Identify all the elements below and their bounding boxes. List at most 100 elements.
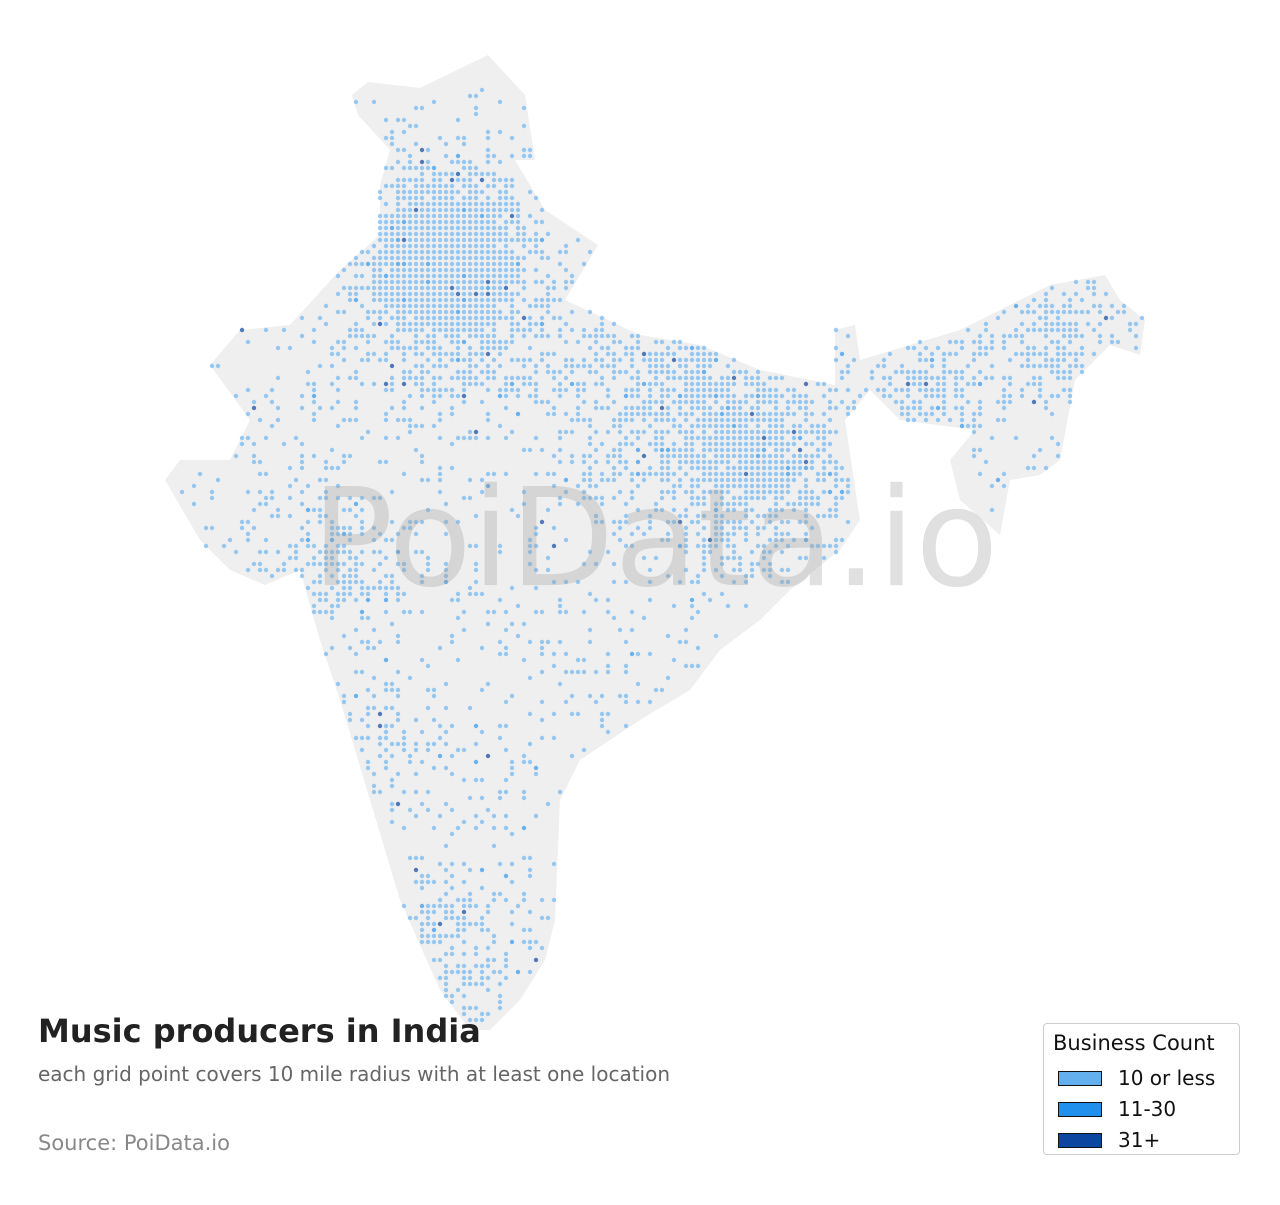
grid-point <box>539 351 545 357</box>
grid-point <box>899 369 905 375</box>
grid-point <box>677 477 683 483</box>
grid-point <box>629 405 635 411</box>
grid-point <box>467 429 473 435</box>
grid-point <box>401 741 407 747</box>
grid-point <box>341 417 347 423</box>
grid-point <box>431 909 437 915</box>
grid-point <box>479 729 485 735</box>
grid-point <box>605 663 611 669</box>
grid-point <box>335 591 341 597</box>
grid-point <box>611 477 617 483</box>
grid-point <box>329 363 335 369</box>
grid-point <box>269 513 275 519</box>
grid-point <box>419 243 425 249</box>
grid-point <box>665 453 671 459</box>
grid-point <box>1049 393 1055 399</box>
grid-point <box>581 459 587 465</box>
grid-point <box>1007 393 1013 399</box>
grid-point <box>461 609 467 615</box>
grid-point <box>461 225 467 231</box>
grid-point <box>695 399 701 405</box>
grid-point <box>467 195 473 201</box>
grid-point <box>551 663 557 669</box>
grid-point <box>665 345 671 351</box>
grid-point <box>989 507 995 513</box>
grid-point <box>485 609 491 615</box>
grid-point <box>719 381 725 387</box>
grid-point <box>755 399 761 405</box>
grid-point <box>707 441 713 447</box>
grid-point <box>377 585 383 591</box>
grid-point <box>485 483 491 489</box>
grid-point <box>377 753 383 759</box>
grid-point <box>377 279 383 285</box>
grid-point <box>1091 291 1097 297</box>
grid-point <box>611 561 617 567</box>
grid-point <box>497 969 503 975</box>
grid-point <box>791 399 797 405</box>
grid-point <box>455 339 461 345</box>
grid-point <box>887 381 893 387</box>
grid-point <box>491 267 497 273</box>
grid-point <box>767 513 773 519</box>
grid-point <box>545 333 551 339</box>
grid-point <box>437 237 443 243</box>
grid-point <box>611 333 617 339</box>
grid-point <box>491 297 497 303</box>
grid-point <box>1079 351 1085 357</box>
grid-point <box>431 303 437 309</box>
grid-point <box>605 711 611 717</box>
grid-point <box>941 405 947 411</box>
grid-point <box>791 459 797 465</box>
grid-point <box>419 933 425 939</box>
grid-point <box>791 465 797 471</box>
grid-point <box>467 315 473 321</box>
grid-point <box>431 351 437 357</box>
grid-point <box>617 471 623 477</box>
grid-point <box>377 267 383 273</box>
grid-point <box>485 1011 491 1017</box>
grid-point <box>503 237 509 243</box>
grid-point <box>935 387 941 393</box>
grid-point <box>701 387 707 393</box>
grid-point <box>497 99 503 105</box>
grid-point <box>497 225 503 231</box>
grid-point <box>527 249 533 255</box>
grid-point <box>617 357 623 363</box>
grid-point <box>419 309 425 315</box>
grid-point <box>515 309 521 315</box>
grid-point <box>323 489 329 495</box>
grid-point <box>275 375 281 381</box>
grid-point <box>245 537 251 543</box>
grid-point <box>509 375 515 381</box>
grid-point <box>671 351 677 357</box>
grid-point <box>599 345 605 351</box>
grid-point <box>425 147 431 153</box>
grid-point <box>719 417 725 423</box>
grid-point <box>485 249 491 255</box>
grid-point <box>797 519 803 525</box>
grid-point <box>359 285 365 291</box>
grid-point <box>443 681 449 687</box>
grid-point <box>983 375 989 381</box>
grid-point <box>437 261 443 267</box>
grid-point <box>767 549 773 555</box>
grid-point <box>479 339 485 345</box>
grid-point <box>353 405 359 411</box>
grid-point <box>1043 351 1049 357</box>
grid-point <box>839 489 845 495</box>
grid-point <box>653 501 659 507</box>
grid-point <box>809 429 815 435</box>
grid-point <box>389 375 395 381</box>
grid-point <box>575 237 581 243</box>
grid-point <box>587 369 593 375</box>
grid-point <box>503 897 509 903</box>
grid-point <box>347 537 353 543</box>
grid-points <box>179 87 1145 1023</box>
grid-point <box>311 591 317 597</box>
grid-point <box>503 375 509 381</box>
grid-point <box>473 375 479 381</box>
grid-point <box>377 639 383 645</box>
grid-point <box>539 639 545 645</box>
grid-point <box>1055 369 1061 375</box>
